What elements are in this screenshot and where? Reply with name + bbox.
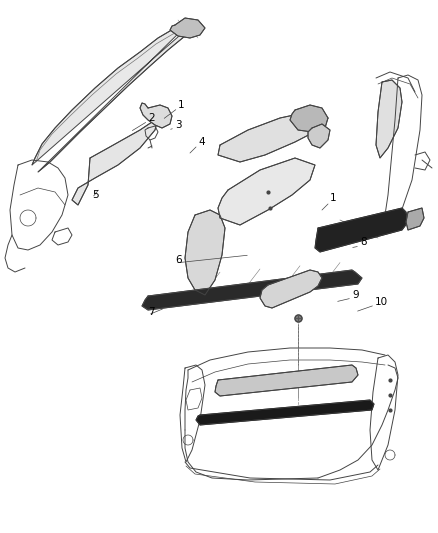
Polygon shape	[218, 158, 315, 225]
Text: 3: 3	[175, 120, 182, 130]
Text: 4: 4	[198, 137, 205, 147]
Polygon shape	[196, 400, 374, 425]
Polygon shape	[170, 18, 205, 38]
Polygon shape	[218, 112, 328, 162]
Polygon shape	[142, 270, 362, 310]
Polygon shape	[215, 365, 358, 396]
Polygon shape	[290, 105, 328, 132]
Text: 8: 8	[360, 237, 367, 247]
Text: 2: 2	[148, 113, 155, 123]
Text: 9: 9	[352, 290, 359, 300]
Text: 5: 5	[92, 190, 99, 200]
Polygon shape	[32, 22, 200, 172]
Polygon shape	[406, 208, 424, 230]
Text: 1: 1	[330, 193, 337, 203]
Text: 7: 7	[148, 307, 155, 317]
Polygon shape	[140, 103, 172, 128]
Polygon shape	[72, 118, 158, 205]
Polygon shape	[376, 80, 402, 158]
Text: 10: 10	[375, 297, 388, 307]
Polygon shape	[260, 270, 322, 308]
Polygon shape	[308, 124, 330, 148]
Text: 1: 1	[178, 100, 185, 110]
Polygon shape	[185, 210, 225, 295]
Text: 6: 6	[175, 255, 182, 265]
Polygon shape	[315, 208, 408, 252]
